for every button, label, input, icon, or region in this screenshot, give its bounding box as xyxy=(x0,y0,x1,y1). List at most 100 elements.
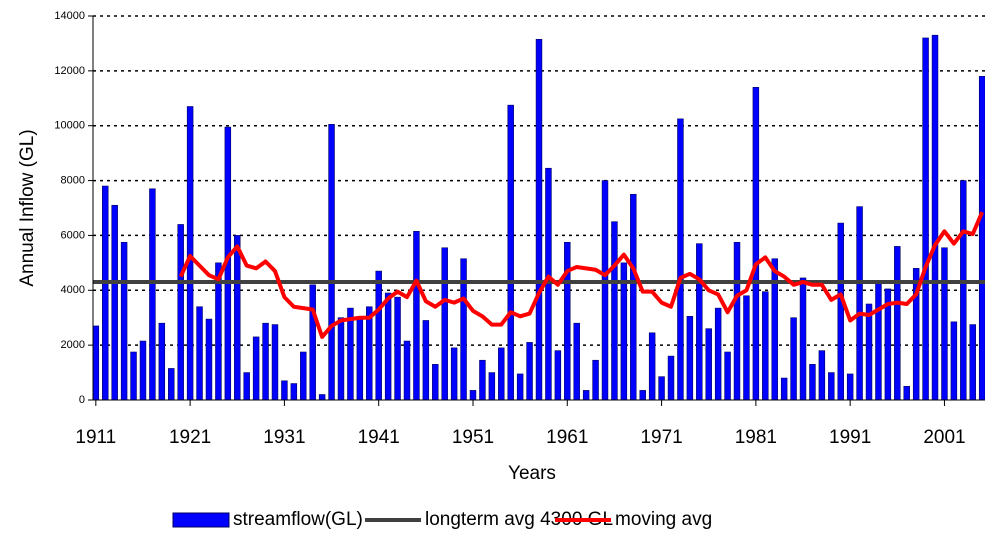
bar xyxy=(573,322,580,401)
bar xyxy=(837,222,844,401)
bar xyxy=(630,193,637,401)
bar xyxy=(601,180,609,401)
bar xyxy=(111,204,118,401)
bar xyxy=(752,87,760,401)
bar xyxy=(460,258,467,401)
bar xyxy=(450,347,458,401)
bar xyxy=(705,328,712,401)
y-tick-label: 12000 xyxy=(54,65,85,77)
bar xyxy=(809,364,816,401)
bar xyxy=(941,247,948,401)
y-tick-label: 4000 xyxy=(61,284,85,296)
bar xyxy=(413,231,420,401)
bar xyxy=(903,385,910,401)
bar xyxy=(592,359,599,401)
bar xyxy=(375,270,382,401)
bar xyxy=(328,124,335,401)
bar xyxy=(186,106,194,401)
bar xyxy=(846,373,854,401)
y-tick-label: 2000 xyxy=(61,339,85,351)
y-tick-label: 6000 xyxy=(61,229,85,241)
x-axis-title: Years xyxy=(508,463,556,484)
bar xyxy=(262,322,269,401)
bar xyxy=(394,296,401,401)
bar xyxy=(762,291,769,401)
bar xyxy=(205,318,213,401)
bar xyxy=(347,307,354,401)
x-tick-label: 1971 xyxy=(640,427,682,448)
bar xyxy=(366,306,373,401)
bar xyxy=(290,383,298,401)
bar xyxy=(92,325,100,401)
bar xyxy=(507,104,514,401)
x-tick-label: 1911 xyxy=(75,427,116,448)
bar xyxy=(102,185,109,401)
x-tick-label: 1981 xyxy=(735,427,777,448)
bar xyxy=(120,241,128,401)
bar xyxy=(526,342,533,401)
bar xyxy=(300,351,307,401)
bar xyxy=(564,241,571,401)
bar xyxy=(234,235,241,401)
bar xyxy=(498,347,505,401)
bar xyxy=(950,321,958,401)
bar xyxy=(790,317,797,401)
legend-label: streamflow(GL) xyxy=(233,509,363,530)
bar xyxy=(271,324,279,401)
x-tick-label: 2001 xyxy=(923,427,965,448)
bar xyxy=(969,324,976,401)
bar xyxy=(582,390,590,401)
bar xyxy=(978,76,985,401)
bar xyxy=(771,258,778,401)
bar xyxy=(469,390,477,401)
bar xyxy=(158,322,166,401)
bar xyxy=(894,246,901,401)
y-axis-title: Annual Inflow (GL) xyxy=(17,129,38,286)
bar xyxy=(384,292,392,401)
bar xyxy=(780,377,788,401)
y-tick-label: 14000 xyxy=(54,10,85,22)
x-tick-label: 1991 xyxy=(829,427,871,448)
x-tick-label: 1921 xyxy=(169,427,211,448)
bar xyxy=(554,350,562,401)
bar xyxy=(196,306,203,401)
bar xyxy=(149,188,156,401)
bar xyxy=(743,295,750,401)
bar xyxy=(828,372,835,401)
bar xyxy=(922,37,929,401)
y-tick-label: 0 xyxy=(79,394,85,406)
bar xyxy=(686,316,694,401)
bar xyxy=(724,351,731,401)
legend-label: moving avg xyxy=(615,509,712,530)
bar xyxy=(252,336,260,401)
bar xyxy=(168,368,175,401)
bar xyxy=(479,359,486,401)
x-tick-label: 1941 xyxy=(358,427,400,448)
x-tick-label: 1961 xyxy=(546,427,588,448)
bar xyxy=(799,277,807,401)
y-tick-label: 8000 xyxy=(61,174,85,186)
bar xyxy=(677,118,684,401)
bar xyxy=(714,307,722,401)
bar xyxy=(667,355,675,401)
bar xyxy=(696,243,703,401)
bar xyxy=(318,394,326,401)
bar xyxy=(639,390,646,401)
legend-swatch xyxy=(172,512,230,528)
bar xyxy=(865,303,873,401)
bar xyxy=(309,284,316,401)
bar xyxy=(818,350,826,401)
bar xyxy=(432,364,439,401)
legend-label: longterm avg 4300 GL xyxy=(425,509,613,530)
x-tick-label: 1931 xyxy=(263,427,305,448)
line xyxy=(178,211,985,339)
bar xyxy=(488,372,496,401)
bar xyxy=(611,221,618,401)
bar xyxy=(281,380,288,401)
bar xyxy=(139,340,147,401)
x-tick-label: 1951 xyxy=(452,427,494,448)
bar xyxy=(422,320,430,401)
bar xyxy=(960,180,967,401)
bar xyxy=(658,376,665,401)
